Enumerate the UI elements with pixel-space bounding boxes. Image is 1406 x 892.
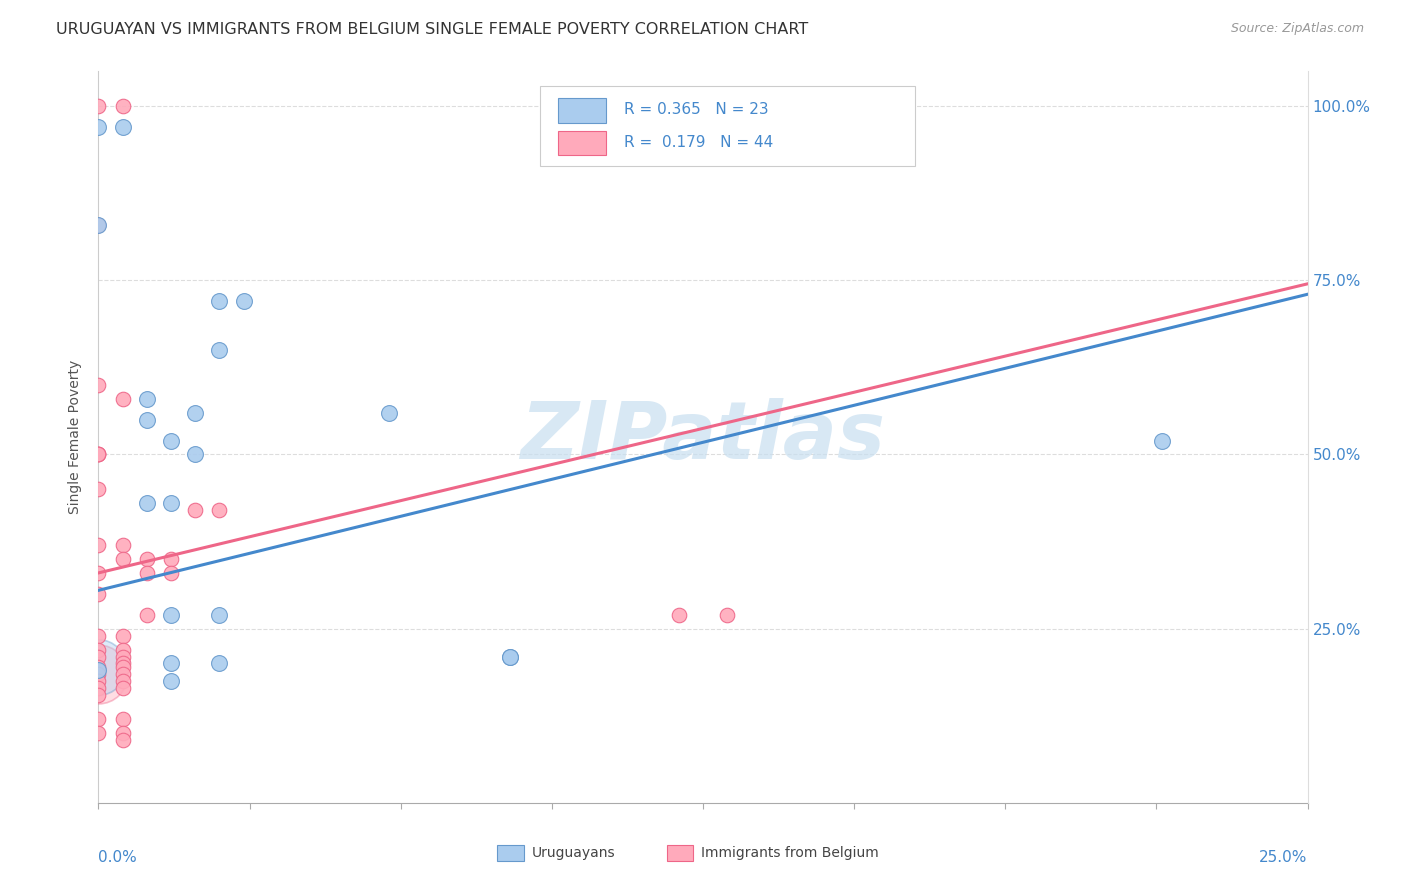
Point — [160, 607, 183, 622]
Point — [111, 649, 134, 664]
Bar — [498, 846, 524, 862]
Point — [111, 538, 134, 552]
Point — [87, 538, 110, 552]
Point — [135, 552, 157, 566]
Text: 0.0%: 0.0% — [98, 850, 138, 865]
Point — [87, 712, 110, 726]
Point — [87, 629, 110, 643]
Point — [111, 667, 134, 681]
Point — [111, 552, 134, 566]
Point — [87, 726, 110, 740]
Text: R =  0.179   N = 44: R = 0.179 N = 44 — [624, 135, 773, 150]
Point — [111, 99, 134, 113]
Text: URUGUAYAN VS IMMIGRANTS FROM BELGIUM SINGLE FEMALE POVERTY CORRELATION CHART: URUGUAYAN VS IMMIGRANTS FROM BELGIUM SIN… — [56, 22, 808, 37]
Point — [135, 496, 157, 510]
Point — [135, 392, 157, 406]
Point — [87, 566, 110, 580]
Point — [87, 667, 110, 681]
Point — [87, 688, 110, 702]
Point — [208, 607, 231, 622]
Point — [87, 667, 110, 681]
Text: ZIPatlas: ZIPatlas — [520, 398, 886, 476]
Point — [232, 294, 254, 309]
Point — [87, 587, 110, 601]
Point — [87, 218, 110, 232]
Point — [111, 726, 134, 740]
Point — [184, 503, 207, 517]
Point — [135, 412, 157, 426]
Point — [208, 503, 231, 517]
Point — [87, 483, 110, 497]
Point — [111, 712, 134, 726]
FancyBboxPatch shape — [540, 86, 915, 167]
Point — [160, 566, 183, 580]
Point — [208, 343, 231, 357]
Point — [716, 607, 738, 622]
Point — [668, 607, 690, 622]
Point — [87, 673, 110, 688]
Point — [87, 448, 110, 462]
Point — [87, 664, 110, 678]
Point — [87, 448, 110, 462]
Point — [111, 673, 134, 688]
Point — [208, 657, 231, 671]
Point — [87, 218, 110, 232]
Point — [111, 629, 134, 643]
Text: R = 0.365   N = 23: R = 0.365 N = 23 — [624, 102, 769, 117]
Point — [160, 496, 183, 510]
Text: Source: ZipAtlas.com: Source: ZipAtlas.com — [1230, 22, 1364, 36]
Point — [135, 607, 157, 622]
Point — [111, 657, 134, 671]
Point — [160, 552, 183, 566]
Point — [111, 681, 134, 695]
Bar — [666, 846, 693, 862]
Point — [377, 406, 399, 420]
Point — [184, 406, 207, 420]
Point — [87, 649, 110, 664]
Point — [87, 448, 110, 462]
Point — [87, 99, 110, 113]
Point — [135, 566, 157, 580]
Point — [87, 660, 110, 674]
Point — [87, 642, 110, 657]
Point — [87, 377, 110, 392]
Point — [498, 649, 520, 664]
Bar — [558, 131, 606, 155]
Point — [498, 649, 520, 664]
Point — [208, 294, 231, 309]
Point — [111, 660, 134, 674]
Text: 25.0%: 25.0% — [1260, 850, 1308, 865]
Point — [160, 434, 183, 448]
Point — [87, 681, 110, 695]
Point — [111, 392, 134, 406]
Point — [111, 642, 134, 657]
Bar — [558, 98, 606, 122]
Point — [111, 733, 134, 747]
Point — [87, 660, 110, 674]
Y-axis label: Single Female Poverty: Single Female Poverty — [69, 360, 83, 514]
Point — [160, 657, 183, 671]
Point — [184, 448, 207, 462]
Point — [1152, 434, 1174, 448]
Point — [111, 120, 134, 134]
Point — [87, 120, 110, 134]
Text: Immigrants from Belgium: Immigrants from Belgium — [700, 847, 879, 860]
Text: Uruguayans: Uruguayans — [531, 847, 614, 860]
Point — [160, 673, 183, 688]
